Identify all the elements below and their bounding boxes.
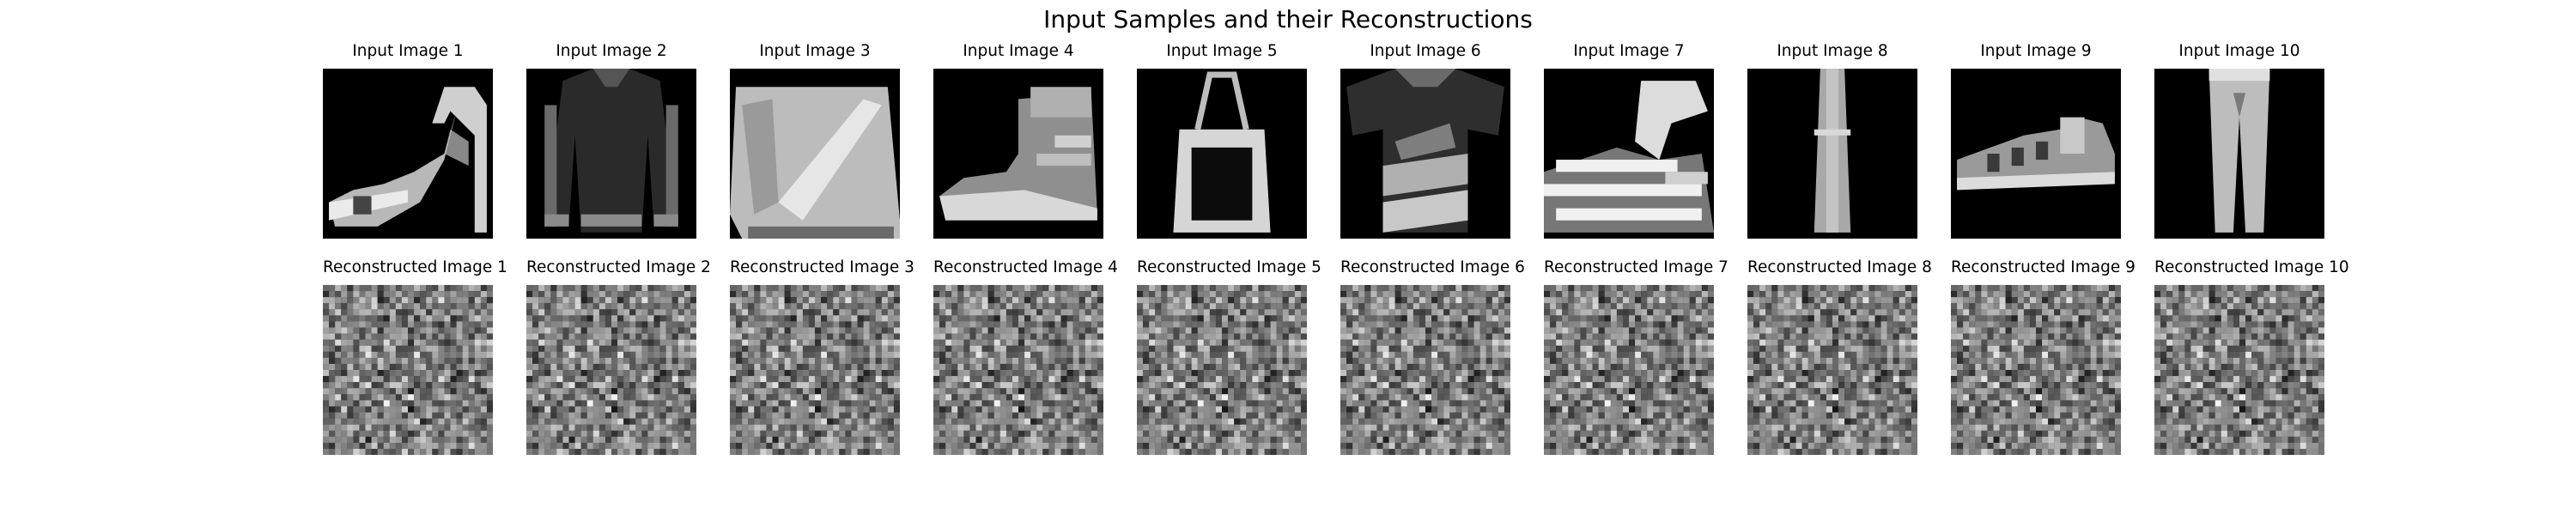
sandal-icon — [323, 69, 493, 239]
reconstruction-panel-4-title: Reconstructed Image 4 — [933, 258, 1118, 276]
reconstruction-panel-10: Reconstructed Image 10 — [2154, 258, 2349, 455]
reconstruction-image-4 — [933, 285, 1103, 455]
reconstruction-panel-3: Reconstructed Image 3 — [730, 258, 914, 455]
reconstruction-image-7 — [1544, 285, 1714, 455]
reconstruction-image-6 — [1340, 285, 1510, 455]
trouser-icon — [2154, 69, 2324, 239]
reconstruction-panel-3-title: Reconstructed Image 3 — [730, 258, 914, 276]
input-panel-2: Input Image 2 — [526, 42, 696, 239]
reconstruction-panel-5: Reconstructed Image 5 — [1137, 258, 1321, 455]
input-panel-7: Input Image 7 — [1544, 42, 1714, 239]
reconstruction-panel-2: Reconstructed Image 2 — [526, 258, 711, 455]
tshirt-icon — [1340, 69, 1510, 239]
dress-icon — [1747, 69, 1917, 239]
input-panel-6: Input Image 6 — [1340, 42, 1510, 239]
reconstruction-panel-5-title: Reconstructed Image 5 — [1137, 258, 1321, 276]
bag-icon — [1137, 69, 1307, 239]
input-panel-1-title: Input Image 1 — [352, 42, 464, 60]
reconstruction-image-8 — [1747, 285, 1917, 455]
reconstruction-panel-7-title: Reconstructed Image 7 — [1544, 258, 1728, 276]
reconstruction-panel-9: Reconstructed Image 9 — [1951, 258, 2136, 455]
reconstruction-panel-9-title: Reconstructed Image 9 — [1951, 258, 2136, 276]
input-panel-8: Input Image 8 — [1747, 42, 1917, 239]
input-panel-4: Input Image 4 — [933, 42, 1103, 239]
reconstruction-panel-7: Reconstructed Image 7 — [1544, 258, 1728, 455]
input-panel-4-title: Input Image 4 — [963, 42, 1074, 60]
reconstruction-image-1 — [323, 285, 493, 455]
input-panel-1: Input Image 1 — [323, 42, 493, 239]
figure-title: Input Samples and their Reconstructions — [1043, 5, 1533, 33]
input-panel-2-title: Input Image 2 — [556, 42, 667, 60]
reconstruction-image-5 — [1137, 285, 1307, 455]
reconstruction-panel-8: Reconstructed Image 8 — [1747, 258, 1932, 455]
reconstruction-panel-6-title: Reconstructed Image 6 — [1340, 258, 1525, 276]
ankle-boot-icon — [933, 69, 1103, 239]
input-panel-3-title: Input Image 3 — [759, 42, 871, 60]
input-panel-8-title: Input Image 8 — [1777, 42, 1888, 60]
input-panel-9: Input Image 9 — [1951, 42, 2121, 239]
reconstruction-panel-1: Reconstructed Image 1 — [323, 258, 507, 455]
reconstruction-image-2 — [526, 285, 696, 455]
sandal-icon — [1544, 69, 1714, 239]
input-panel-6-title: Input Image 6 — [1370, 42, 1481, 60]
reconstruction-image-3 — [730, 285, 900, 455]
input-panel-10: Input Image 10 — [2154, 42, 2324, 239]
reconstruction-panel-1-title: Reconstructed Image 1 — [323, 258, 507, 276]
reconstruction-panel-10-title: Reconstructed Image 10 — [2154, 258, 2349, 276]
input-panel-5: Input Image 5 — [1137, 42, 1307, 239]
reconstruction-panel-2-title: Reconstructed Image 2 — [526, 258, 711, 276]
input-panel-5-title: Input Image 5 — [1166, 42, 1278, 60]
sandal-icon — [1951, 69, 2121, 239]
bag-icon — [730, 69, 900, 239]
input-panel-10-title: Input Image 10 — [2178, 42, 2300, 60]
pullover-icon — [526, 69, 696, 239]
input-panel-7-title: Input Image 7 — [1573, 42, 1685, 60]
reconstruction-panel-4: Reconstructed Image 4 — [933, 258, 1118, 455]
input-panel-9-title: Input Image 9 — [1980, 42, 2092, 60]
reconstruction-panel-8-title: Reconstructed Image 8 — [1747, 258, 1932, 276]
reconstruction-image-10 — [2154, 285, 2324, 455]
reconstruction-panel-6: Reconstructed Image 6 — [1340, 258, 1525, 455]
reconstruction-image-9 — [1951, 285, 2121, 455]
input-panel-3: Input Image 3 — [730, 42, 900, 239]
